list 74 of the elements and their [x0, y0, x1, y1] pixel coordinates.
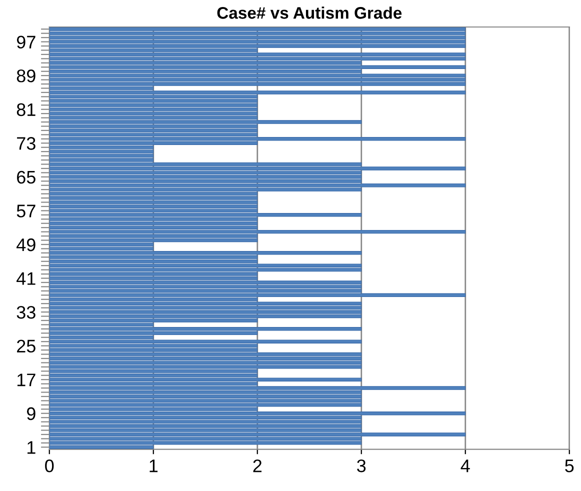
bar — [49, 365, 362, 369]
bar — [49, 251, 362, 255]
bar — [49, 314, 362, 318]
bar — [49, 137, 466, 141]
y-tick-label: 41 — [16, 272, 36, 285]
y-tick-label: 9 — [26, 407, 36, 420]
bar — [49, 204, 258, 208]
bar — [49, 56, 466, 61]
bar — [49, 74, 466, 78]
bar — [49, 352, 362, 356]
bar — [49, 284, 362, 289]
bar — [49, 213, 362, 217]
bar — [49, 238, 258, 242]
bar — [49, 378, 362, 382]
bar — [49, 398, 362, 403]
bar — [49, 230, 466, 234]
y-tick-label: 57 — [16, 204, 36, 218]
bar — [49, 183, 466, 188]
chart-title: Case# vs Autism Grade — [217, 6, 402, 19]
bar — [49, 31, 466, 36]
bar — [49, 293, 466, 298]
bar — [49, 441, 362, 445]
bar — [49, 52, 466, 56]
y-tick-label: 1 — [28, 441, 36, 454]
bar — [49, 36, 466, 40]
x-tick-label: 3 — [357, 459, 366, 472]
bar — [49, 27, 466, 31]
bar — [49, 90, 466, 94]
bar — [49, 432, 466, 436]
bar — [49, 128, 258, 132]
bar — [49, 420, 362, 424]
x-tick-label: 0 — [45, 459, 54, 472]
bar — [49, 120, 362, 124]
bar — [49, 264, 362, 268]
y-tick-label: 17 — [17, 374, 36, 386]
bar — [49, 154, 154, 158]
bar — [49, 302, 362, 306]
bar — [49, 327, 362, 331]
y-tick-label: 49 — [16, 238, 36, 252]
bar — [49, 200, 258, 204]
bar — [49, 107, 258, 112]
x-tick-label: 2 — [253, 459, 262, 472]
bar — [49, 82, 466, 86]
bar — [49, 268, 362, 272]
bar — [49, 196, 258, 200]
bar — [49, 40, 466, 44]
bar — [49, 78, 466, 82]
bar — [49, 166, 466, 170]
bar — [49, 306, 362, 310]
bar — [49, 112, 258, 116]
bar — [49, 175, 362, 179]
bar — [49, 150, 154, 154]
bar — [49, 360, 362, 365]
bar — [49, 310, 362, 314]
bar — [49, 356, 362, 360]
bar — [49, 99, 258, 103]
bar — [49, 221, 258, 226]
bar — [49, 394, 362, 398]
bar — [49, 386, 466, 390]
x-tick-label: 5 — [565, 460, 574, 472]
y-tick-label: 33 — [16, 306, 36, 319]
bar — [49, 44, 466, 48]
bar — [49, 340, 362, 344]
x-tick-label: 4 — [460, 460, 470, 472]
bar — [49, 403, 362, 407]
y-tick-label: 97 — [16, 36, 36, 49]
y-tick-label: 73 — [17, 137, 36, 150]
x-tick-label: 1 — [150, 460, 158, 472]
y-tick-label: 65 — [17, 170, 36, 184]
bar — [49, 424, 362, 428]
y-tick-label: 89 — [16, 70, 36, 82]
y-tick-label: 25 — [17, 340, 36, 353]
bar — [49, 280, 362, 284]
y-tick-label: 81 — [16, 103, 36, 116]
